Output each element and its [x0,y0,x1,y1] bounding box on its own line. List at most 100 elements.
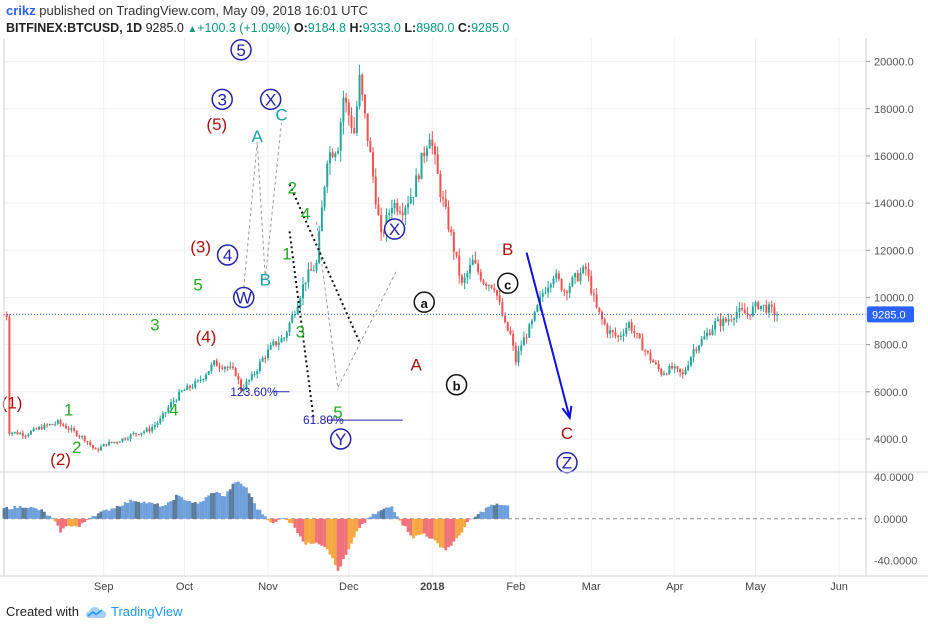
candle-body [67,428,70,430]
oscillator-bar [366,517,370,519]
tradingview-brand[interactable]: TradingView [85,604,183,619]
oscillator-bar [274,518,278,522]
candle-body [293,314,296,316]
candle-body [611,330,614,333]
fib-label: 123.60% [230,385,278,399]
candle-body [776,314,779,316]
oscillator-bar [239,483,243,519]
oscillator-bar [177,495,181,519]
oscillator-bar [40,509,44,519]
candle-body [73,428,76,431]
candle-body [285,332,288,338]
oscillator-bar [126,502,130,519]
oscillator-bar [325,518,329,550]
oscillator-bar [34,508,38,519]
oscillator-bar [438,518,442,548]
candle-body [291,314,294,323]
candle-body [692,349,695,358]
circled-wave-label: b [453,379,461,394]
candle-body [320,207,323,232]
price-axis-label: 14000.0 [874,198,914,210]
oscillator-bar [196,503,200,519]
circled-wave-marker [211,88,233,111]
candle-body [460,275,463,283]
oscillator-bar [223,496,227,519]
candle-body [16,431,19,435]
candle-body [234,367,237,376]
price-axis-label: 6000.0 [874,387,908,399]
fib-trendline [288,231,315,421]
oscillator-bar [350,518,353,544]
candle-body [568,286,571,293]
wave-label: A [410,356,422,375]
oscillator-bar [199,501,203,519]
candle-body [8,316,11,434]
candle-body [668,365,671,375]
oscillator-bar [344,518,348,555]
candle-body [466,273,469,278]
price-chart[interactable]: 123.60%61.80%(1)(2)12345(3)(4)(5)ABC2413… [0,0,928,600]
oscillator-bar [201,500,205,519]
candle-body [409,197,412,204]
oscillator-bar [360,518,364,525]
oscillator-bar [333,518,337,565]
candle-body [175,400,178,402]
candle-body [495,290,498,296]
publish-text: published on TradingView.com, May 09, 20… [39,3,368,18]
low-value: 8980.0 [416,21,455,35]
candle-body [231,366,234,368]
candle-body [372,152,375,177]
circled-wave-marker [329,428,352,450]
candle-body [245,381,248,389]
oscillator-bar [465,518,469,523]
oscillator-bar [476,513,480,519]
candle-body [598,307,601,313]
wave-label: B [502,240,513,259]
time-axis-label: Nov [258,581,278,593]
oscillator-bar [247,493,251,519]
candle-body [498,295,501,303]
oscillator-bar [379,510,383,519]
wave-label: A [252,127,264,146]
candle-body [493,288,496,291]
oscillator-bar [306,518,310,543]
oscillator-bar [342,518,345,560]
candle-body [347,102,350,116]
oscillator-bar [484,507,488,519]
circled-wave-marker [259,88,282,111]
circled-wave-label: 5 [236,41,245,60]
oscillator-bar [145,503,149,519]
oscillator-bar [323,518,326,547]
price-axis-label: 4000.0 [874,434,908,446]
oscillator-bar [139,503,143,519]
author-name[interactable]: crikz [6,3,36,18]
candle-body [644,350,647,352]
candle-body [248,380,251,382]
oscillator-bar [61,518,65,529]
candle-body [754,302,757,307]
oscillator-bar [99,511,103,519]
oscillator-bar [363,518,367,523]
candle-body [134,433,137,435]
candle-body [288,322,291,333]
candle-body [302,284,305,299]
candle-body [194,381,197,388]
candle-body [62,424,65,426]
symbol-name[interactable]: BITFINEX:BTCUSD, 1D [6,21,143,35]
oscillator-axis-label: -40.0000 [874,555,917,567]
candle-body [328,152,331,164]
oscillator-bar [255,509,259,519]
oscillator-bar [102,510,106,519]
candle-body [727,319,730,322]
candle-body [363,94,366,114]
candle-body [170,402,173,408]
candle-body [353,128,356,134]
oscillator-bar [245,487,248,519]
candle-body [660,369,663,375]
oscillator-bar [298,518,302,537]
candle-body [156,422,159,426]
oscillator-bar [406,518,410,532]
oscillator-bar [358,518,361,528]
candle-body [21,433,24,436]
candle-body [450,229,453,233]
